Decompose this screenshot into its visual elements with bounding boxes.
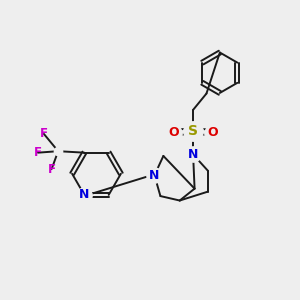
Text: S: S bbox=[188, 124, 198, 138]
Text: F: F bbox=[34, 146, 42, 159]
Text: N: N bbox=[149, 169, 160, 182]
Text: F: F bbox=[48, 163, 56, 176]
Text: F: F bbox=[40, 128, 48, 140]
Text: O: O bbox=[207, 126, 218, 139]
Text: N: N bbox=[79, 188, 89, 201]
Text: N: N bbox=[188, 148, 198, 161]
Text: O: O bbox=[169, 126, 179, 139]
